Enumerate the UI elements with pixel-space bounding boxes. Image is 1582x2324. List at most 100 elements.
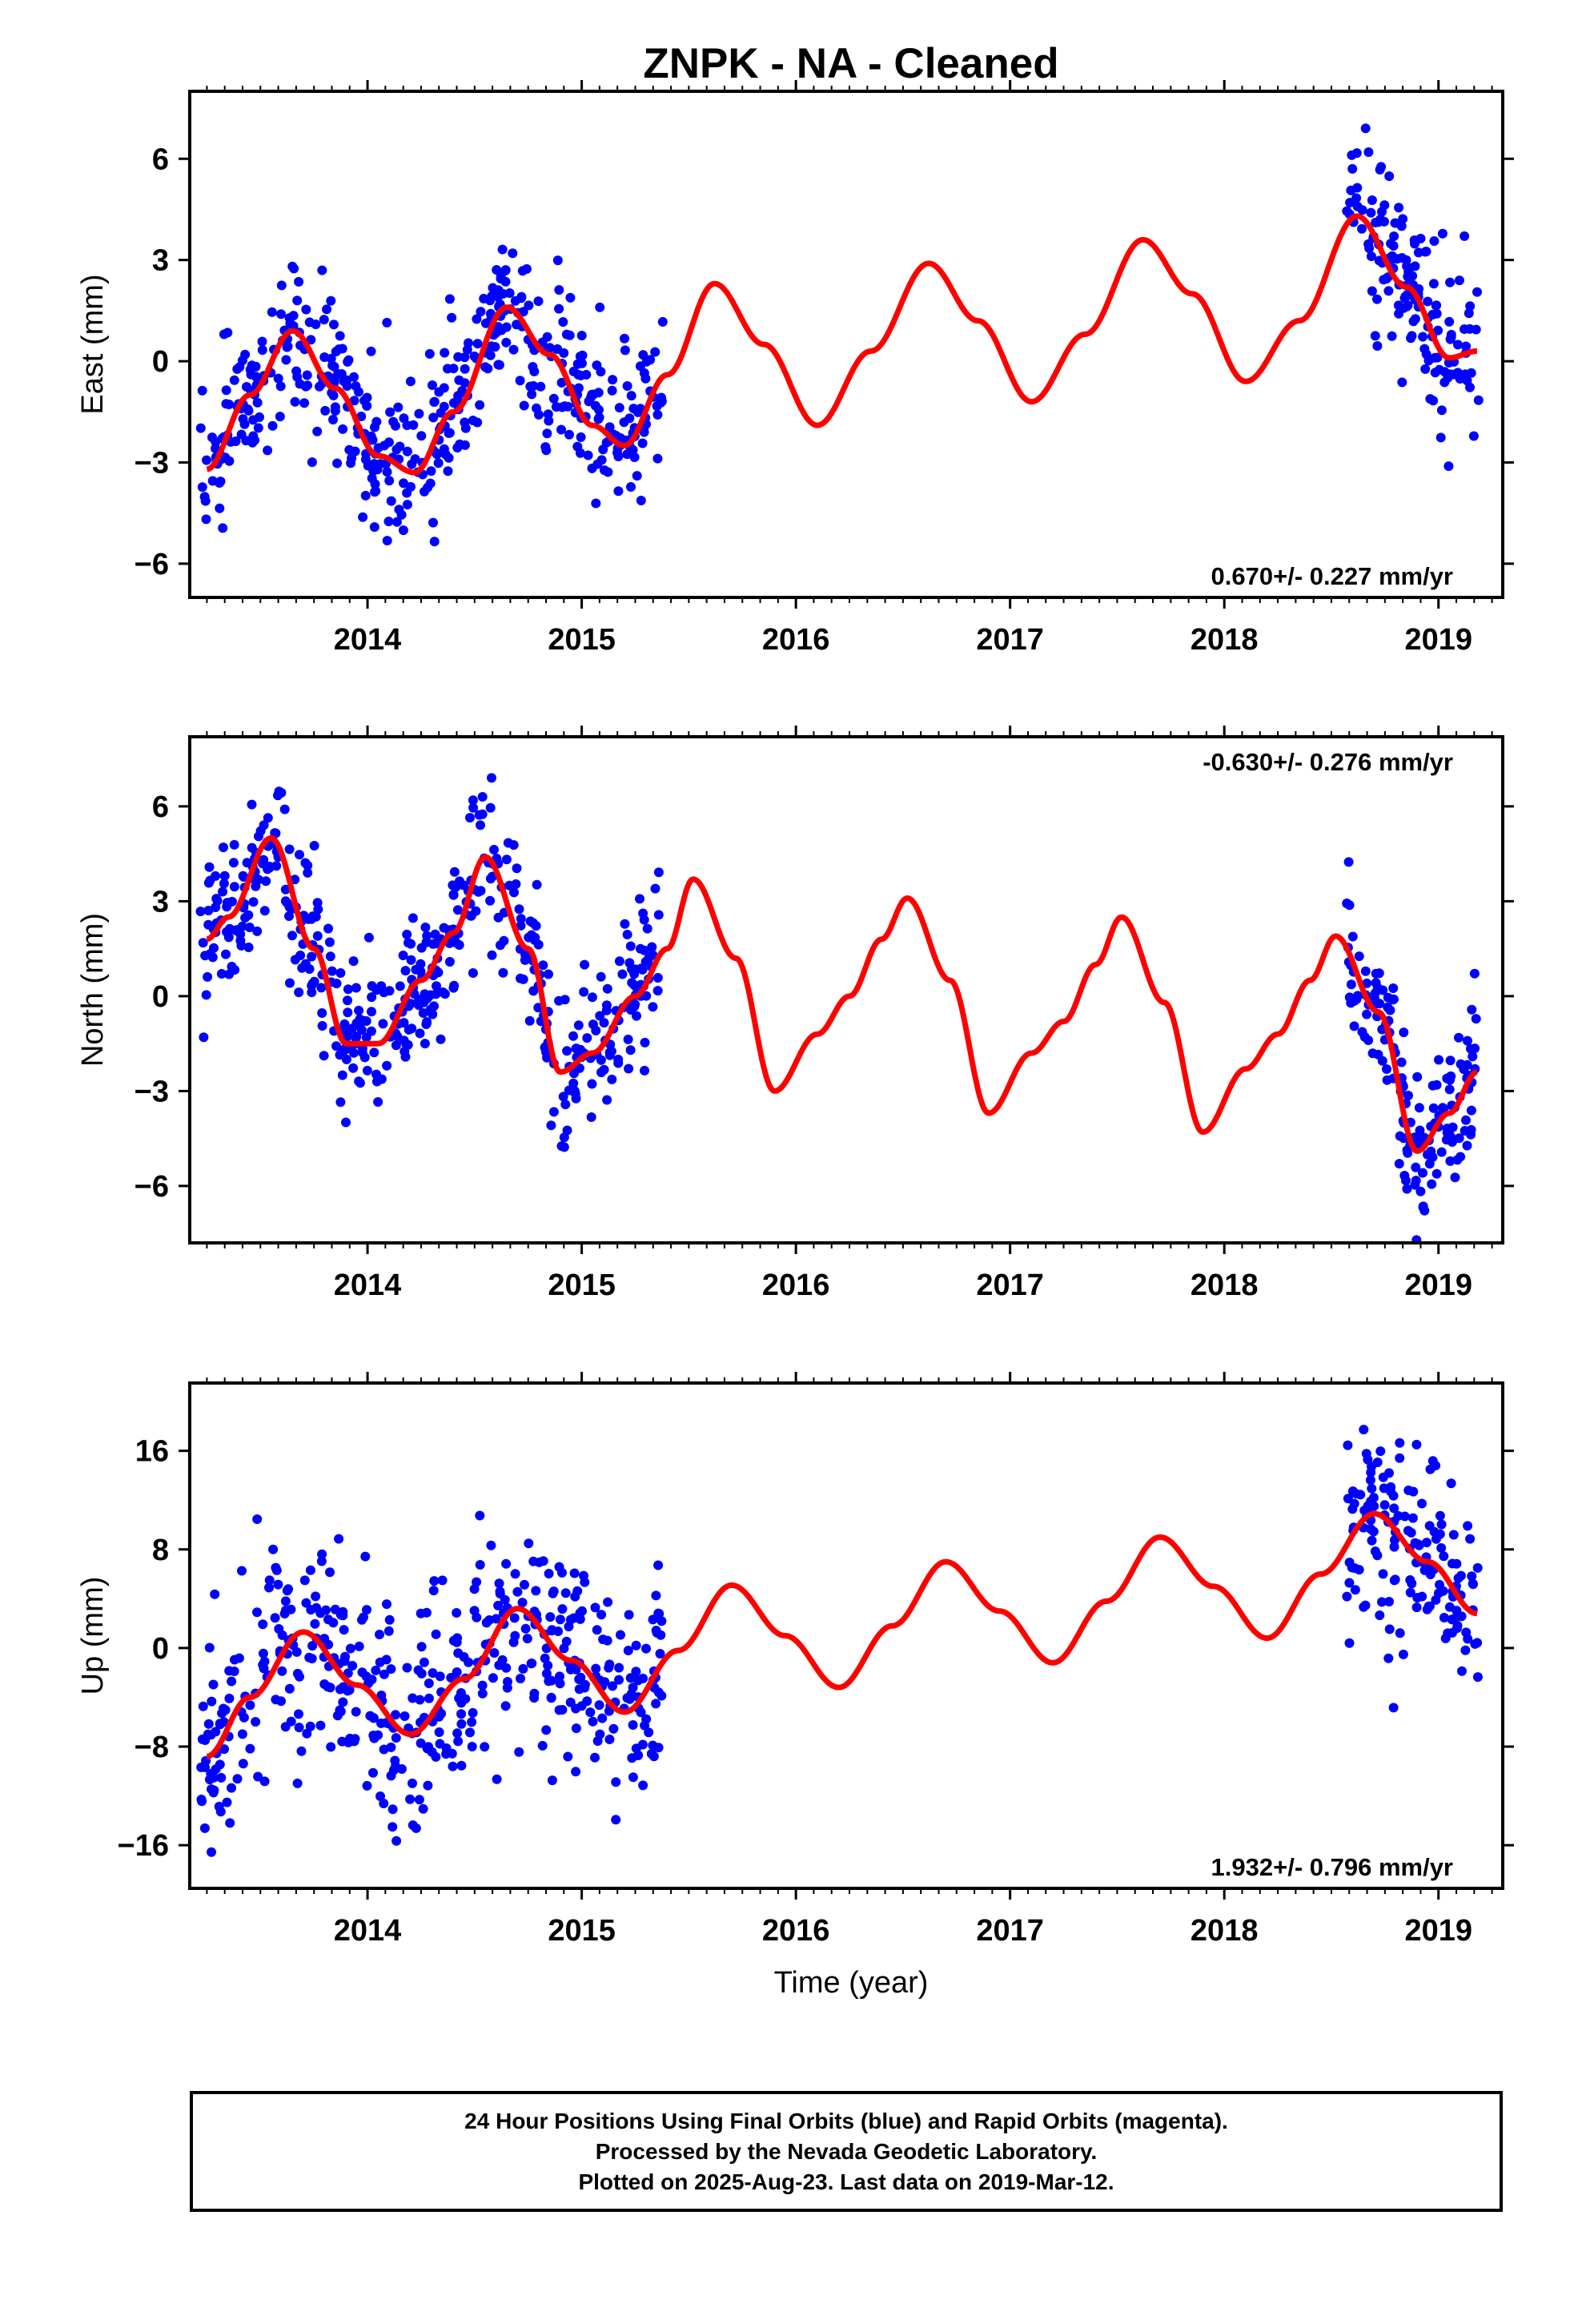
x-tick-label: 2017 bbox=[976, 1269, 1044, 1302]
data-point bbox=[379, 1799, 389, 1808]
data-point bbox=[288, 311, 299, 321]
data-point bbox=[319, 315, 329, 325]
up-model-curve bbox=[206, 1510, 1479, 1759]
data-point bbox=[626, 1005, 636, 1015]
data-point bbox=[382, 317, 392, 328]
data-point bbox=[1393, 300, 1403, 311]
data-point bbox=[453, 1736, 464, 1747]
data-point bbox=[290, 955, 300, 965]
data-point bbox=[655, 1649, 665, 1659]
data-point bbox=[546, 1692, 556, 1703]
data-point bbox=[1389, 1503, 1399, 1514]
data-point bbox=[391, 1835, 402, 1846]
data-point bbox=[459, 1652, 469, 1662]
data-point bbox=[259, 1656, 270, 1667]
data-point bbox=[622, 930, 632, 939]
data-point bbox=[519, 400, 529, 411]
data-point bbox=[656, 1616, 667, 1626]
data-point bbox=[564, 1085, 574, 1096]
data-point bbox=[1407, 1513, 1418, 1523]
data-point bbox=[425, 478, 436, 489]
data-point bbox=[326, 296, 336, 306]
data-point bbox=[292, 1778, 303, 1788]
data-point bbox=[628, 1772, 638, 1783]
data-point bbox=[243, 405, 254, 416]
data-point bbox=[1417, 1498, 1427, 1509]
data-point bbox=[569, 1568, 580, 1578]
data-point bbox=[315, 381, 324, 392]
data-point bbox=[355, 1078, 365, 1088]
data-point bbox=[501, 322, 512, 332]
data-point bbox=[628, 404, 639, 414]
data-point bbox=[306, 335, 316, 345]
data-point bbox=[265, 862, 275, 873]
data-point bbox=[1408, 316, 1419, 327]
data-point bbox=[493, 285, 504, 296]
data-point bbox=[594, 1700, 604, 1711]
data-point bbox=[541, 1668, 552, 1679]
data-point bbox=[600, 465, 609, 476]
data-point bbox=[207, 1847, 216, 1857]
data-point bbox=[1427, 1179, 1437, 1189]
data-point bbox=[215, 478, 225, 488]
data-point bbox=[277, 1630, 287, 1640]
data-point bbox=[625, 1673, 636, 1683]
data-point bbox=[468, 1707, 478, 1718]
data-point bbox=[532, 879, 542, 890]
data-point bbox=[1367, 1048, 1378, 1059]
data-point bbox=[285, 978, 295, 988]
data-point bbox=[625, 941, 636, 951]
data-point bbox=[395, 981, 405, 991]
data-point bbox=[303, 867, 313, 878]
data-point bbox=[530, 932, 540, 943]
data-point bbox=[252, 926, 263, 936]
data-point bbox=[1367, 195, 1377, 205]
data-point bbox=[444, 452, 454, 463]
data-point bbox=[1398, 1649, 1408, 1659]
data-point bbox=[452, 1637, 462, 1647]
data-point bbox=[571, 1767, 581, 1777]
data-point bbox=[1414, 1103, 1424, 1113]
data-point bbox=[537, 1740, 548, 1751]
data-point bbox=[1463, 1521, 1473, 1531]
data-point bbox=[598, 1634, 608, 1645]
data-point bbox=[444, 294, 455, 304]
data-point bbox=[369, 522, 379, 533]
data-point bbox=[343, 984, 353, 995]
data-point bbox=[1390, 1535, 1399, 1546]
data-point bbox=[1411, 1602, 1422, 1613]
data-point bbox=[527, 389, 537, 400]
data-point bbox=[1344, 1578, 1355, 1588]
data-point bbox=[489, 1648, 500, 1658]
data-point bbox=[295, 850, 304, 860]
data-point bbox=[416, 1642, 427, 1652]
data-point bbox=[339, 376, 349, 387]
data-point bbox=[305, 1565, 315, 1575]
data-point bbox=[560, 1588, 571, 1598]
data-point bbox=[1464, 324, 1475, 334]
data-point bbox=[236, 940, 247, 951]
data-point bbox=[325, 1683, 335, 1693]
data-point bbox=[224, 1666, 235, 1676]
data-point bbox=[431, 1629, 441, 1639]
data-point bbox=[338, 1697, 348, 1707]
data-point bbox=[640, 1037, 650, 1047]
data-point bbox=[1435, 432, 1446, 443]
data-point bbox=[354, 1641, 364, 1651]
data-point bbox=[375, 1630, 384, 1639]
data-point bbox=[653, 867, 664, 878]
data-point bbox=[572, 441, 583, 452]
data-point bbox=[329, 320, 339, 330]
data-point bbox=[460, 417, 470, 428]
data-point bbox=[384, 1614, 395, 1625]
data-point bbox=[219, 842, 228, 853]
data-point bbox=[429, 396, 440, 407]
up-plot-frame bbox=[188, 1381, 1504, 1890]
data-point bbox=[296, 1746, 307, 1756]
data-point bbox=[650, 883, 661, 894]
data-point bbox=[548, 1586, 559, 1597]
data-point bbox=[460, 364, 470, 374]
data-point bbox=[267, 420, 278, 431]
data-point bbox=[592, 360, 602, 371]
data-point bbox=[452, 443, 463, 452]
